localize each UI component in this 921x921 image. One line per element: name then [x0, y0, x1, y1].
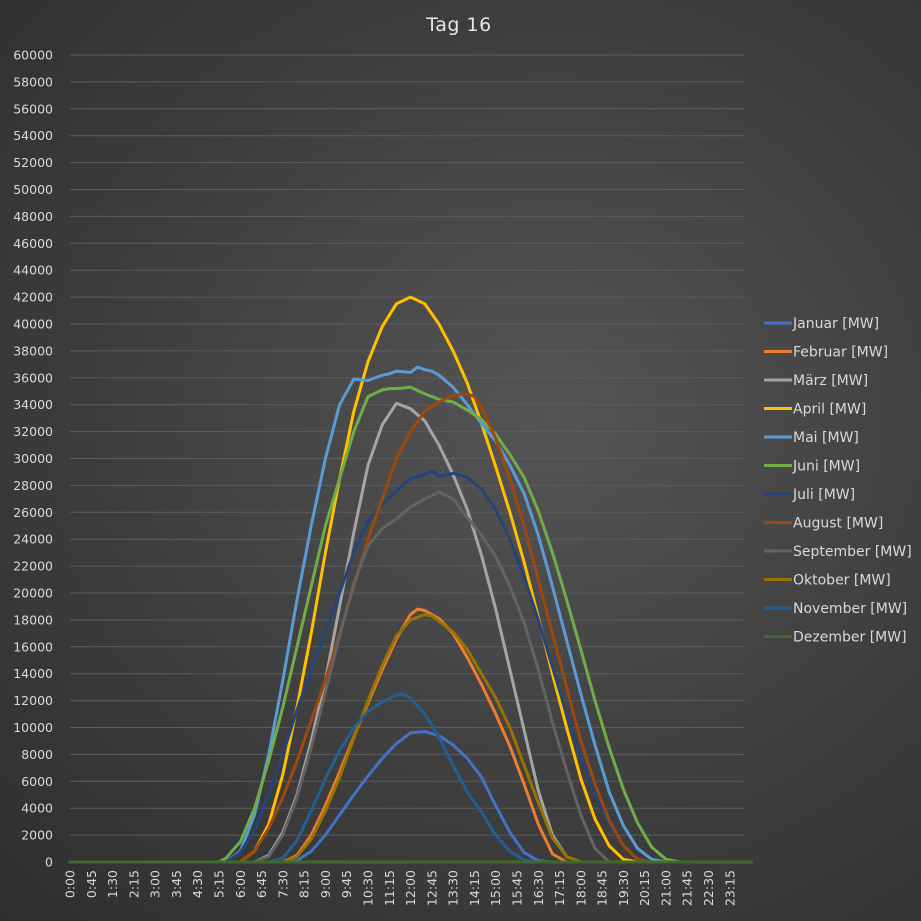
y-tick-label: 22000: [13, 559, 53, 574]
y-tick-label: 58000: [13, 74, 53, 89]
x-tick-label: 21:45: [680, 870, 695, 906]
x-tick-label: 12:00: [403, 870, 418, 906]
series-line: [68, 295, 753, 864]
legend-label: Juli [MW]: [792, 487, 855, 503]
y-tick-label: 46000: [13, 236, 53, 251]
y-tick-label: 36000: [13, 370, 53, 385]
legend-label: September [MW]: [793, 544, 912, 560]
y-tick-label: 0: [45, 855, 53, 870]
y-tick-label: 34000: [13, 397, 53, 412]
y-tick-label: 60000: [13, 48, 53, 63]
y-tick-label: 44000: [13, 263, 53, 278]
x-tick-label: 4:30: [190, 870, 205, 898]
y-tick-label: 40000: [13, 317, 53, 332]
plot-area: [68, 295, 753, 864]
y-tick-label: 2000: [21, 828, 53, 843]
x-tick-label: 18:00: [573, 870, 588, 906]
y-tick-label: 4000: [21, 801, 53, 816]
series-line: [68, 401, 753, 864]
y-tick-label: 12000: [13, 693, 53, 708]
y-tick-label: 18000: [13, 612, 53, 627]
x-tick-label: 5:15: [211, 870, 226, 898]
x-tick-label: 8:15: [297, 870, 312, 898]
y-tick-label: 20000: [13, 586, 53, 601]
x-tick-label: 22:30: [701, 870, 716, 906]
chart-title: Tag 16: [425, 14, 491, 36]
x-tick-label: 21:00: [658, 870, 673, 906]
legend-label: Oktober [MW]: [793, 573, 891, 589]
legend-label: Juni [MW]: [792, 459, 860, 475]
y-tick-label: 10000: [13, 720, 53, 735]
series-line: [68, 385, 753, 864]
x-tick-label: 7:30: [275, 870, 290, 898]
legend-label: Dezember [MW]: [793, 630, 907, 646]
y-tick-label: 32000: [13, 424, 53, 439]
x-tick-label: 13:30: [446, 870, 461, 906]
y-tick-label: 50000: [13, 182, 53, 197]
x-tick-label: 16:30: [531, 870, 546, 906]
legend: Januar [MW] Februar [MW] März [MW] April [M…: [764, 316, 912, 646]
x-tick-label: 6:45: [254, 870, 269, 898]
y-tick-label: 30000: [13, 451, 53, 466]
x-tick-label: 17:15: [552, 870, 567, 906]
legend-label: April [MW]: [793, 402, 866, 418]
y-tick-label: 14000: [13, 666, 53, 681]
x-tick-label: 9:45: [339, 870, 354, 898]
series-line: [68, 613, 753, 864]
series-line: [68, 392, 753, 864]
legend-label: Mai [MW]: [793, 430, 859, 446]
gridlines: [70, 54, 744, 863]
y-tick-label: 16000: [13, 639, 53, 654]
x-tick-label: 19:30: [616, 870, 631, 906]
x-tick-label: 15:45: [509, 870, 524, 906]
legend-label: August [MW]: [793, 516, 883, 532]
x-tick-label: 15:00: [488, 870, 503, 906]
y-tick-label: 24000: [13, 532, 53, 547]
x-tick-label: 0:45: [84, 870, 99, 898]
series-line: [68, 730, 753, 864]
x-tick-label: 10:30: [360, 870, 375, 906]
x-tick-label: 1:30: [105, 870, 120, 898]
y-axis: 0 2000 4000 6000 8000 10000 12000 14000 16000 180…: [13, 48, 53, 870]
x-tick-label: 11:15: [382, 870, 397, 906]
x-tick-label: 23:15: [722, 870, 737, 906]
y-tick-label: 38000: [13, 343, 53, 358]
x-tick-label: 2:15: [126, 870, 141, 898]
x-tick-label: 9:00: [318, 870, 333, 898]
y-tick-label: 42000: [13, 290, 53, 305]
x-tick-label: 6:00: [233, 870, 248, 898]
series-line: [68, 490, 753, 864]
legend-label: März [MW]: [793, 373, 868, 389]
x-tick-label: 18:45: [595, 870, 610, 906]
y-tick-label: 28000: [13, 478, 53, 493]
legend-label: Januar [MW]: [792, 316, 879, 332]
y-tick-label: 52000: [13, 155, 53, 170]
x-tick-label: 3:45: [169, 870, 184, 898]
series-line: [68, 607, 753, 864]
y-tick-label: 26000: [13, 505, 53, 520]
y-tick-label: 8000: [21, 747, 53, 762]
x-axis: 0:00 0:45 1:30 2:15 3:00 3:45 4:30 5:15 6:00 6:45…: [63, 870, 738, 906]
y-tick-label: 48000: [13, 209, 53, 224]
series-line: [68, 365, 753, 864]
y-tick-label: 6000: [21, 774, 53, 789]
x-tick-label: 12:45: [424, 870, 439, 906]
series-line: [68, 469, 753, 864]
y-tick-label: 54000: [13, 128, 53, 143]
x-tick-label: 20:15: [637, 870, 652, 906]
x-tick-label: 14:15: [467, 870, 482, 906]
y-tick-label: 56000: [13, 101, 53, 116]
legend-label: November [MW]: [793, 601, 907, 617]
x-tick-label: 0:00: [63, 870, 78, 898]
series-line: [68, 692, 753, 864]
legend-label: Februar [MW]: [793, 345, 888, 361]
x-tick-label: 3:00: [148, 870, 163, 898]
